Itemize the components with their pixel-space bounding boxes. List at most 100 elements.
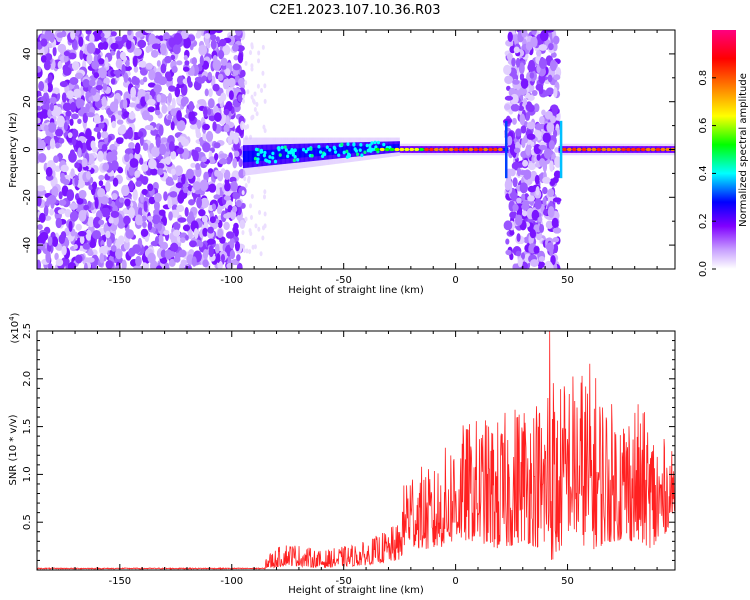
noise-speckle xyxy=(553,243,559,254)
noise-speckle xyxy=(541,109,546,116)
noise-speckle xyxy=(538,256,546,262)
noise-speckle xyxy=(228,90,234,101)
noise-speckle xyxy=(202,227,208,237)
band-peak xyxy=(626,147,631,152)
band-hotspot xyxy=(317,144,321,149)
band-hotspot xyxy=(280,145,284,150)
noise-speckle xyxy=(99,245,108,256)
noise-speckle xyxy=(156,222,162,232)
noise-speckle xyxy=(60,164,69,173)
noise-speckle xyxy=(137,39,147,49)
noise-speckle xyxy=(212,59,222,71)
noise-speckle xyxy=(214,152,219,161)
noise-speckle xyxy=(115,248,123,260)
noise-speckle xyxy=(158,209,166,216)
noise-speckle xyxy=(101,143,108,152)
noise-speckle xyxy=(225,68,231,77)
noise-speckle xyxy=(45,60,51,66)
band-peak xyxy=(453,147,459,152)
noise-speckle xyxy=(54,252,59,261)
noise-speckle xyxy=(55,142,60,149)
noise-speckle xyxy=(147,106,156,113)
noise-speckle xyxy=(552,197,562,203)
noise-speckle xyxy=(141,262,148,269)
noise-speckle xyxy=(547,206,555,218)
snr-multiplier-label: (x104) xyxy=(8,312,21,343)
noise-speckle xyxy=(74,162,80,169)
band-hotspot xyxy=(263,150,267,155)
noise-speckle xyxy=(40,34,46,40)
band-hotspot xyxy=(284,148,288,152)
noise-speckle xyxy=(549,160,554,172)
noise-speckle xyxy=(147,82,156,88)
noise-speckle xyxy=(503,103,511,110)
noise-speckle xyxy=(164,262,170,269)
noise-speckle xyxy=(153,192,162,203)
noise-speckle xyxy=(199,179,209,192)
noise-speckle xyxy=(261,70,265,76)
noise-speckle xyxy=(85,128,92,140)
noise-speckle xyxy=(552,237,560,243)
noise-speckle xyxy=(58,137,65,144)
noise-speckle xyxy=(238,158,243,168)
noise-speckle xyxy=(43,124,49,132)
noise-speckle xyxy=(92,181,98,190)
noise-speckle xyxy=(145,62,153,70)
noise-speckle xyxy=(177,217,187,223)
noise-speckle xyxy=(135,214,143,226)
noise-speckle xyxy=(87,216,95,228)
noise-speckle xyxy=(188,101,194,112)
noise-speckle xyxy=(61,92,67,103)
noise-speckle xyxy=(89,33,95,44)
noise-speckle xyxy=(512,79,520,85)
noise-speckle xyxy=(237,52,244,64)
band-hotspot xyxy=(346,142,350,146)
noise-speckle xyxy=(213,194,221,200)
noise-speckle xyxy=(529,72,535,79)
noise-speckle xyxy=(60,257,70,266)
noise-speckle xyxy=(147,252,156,264)
noise-speckle xyxy=(195,131,202,139)
noise-speckle xyxy=(231,43,239,52)
noise-speckle xyxy=(44,30,53,41)
noise-speckle xyxy=(85,257,95,263)
noise-speckle xyxy=(170,121,175,131)
band-hotspot xyxy=(259,148,264,153)
noise-speckle xyxy=(257,58,261,64)
colorbar-tick-label: 0.8 xyxy=(698,70,709,86)
noise-speckle xyxy=(66,90,75,100)
noise-speckle xyxy=(517,257,523,268)
noise-speckle xyxy=(229,249,236,260)
band-hotspot xyxy=(256,152,260,157)
band-peak xyxy=(571,147,577,152)
noise-speckle xyxy=(217,228,224,238)
noise-speckle xyxy=(99,252,105,264)
band-hotspot xyxy=(310,153,314,158)
band-peak xyxy=(443,147,449,152)
noise-speckle xyxy=(547,188,555,198)
noise-speckle xyxy=(47,122,57,133)
noise-speckle xyxy=(144,124,154,131)
noise-speckle xyxy=(48,194,57,205)
noise-speckle xyxy=(37,259,42,269)
noise-speckle xyxy=(539,223,545,233)
noise-speckle xyxy=(553,129,558,138)
noise-speckle xyxy=(160,249,167,258)
noise-speckle xyxy=(63,121,68,131)
noise-speckle xyxy=(172,44,181,55)
noise-speckle xyxy=(536,49,542,57)
noise-speckle xyxy=(156,94,162,103)
noise-speckle xyxy=(55,128,64,137)
noise-speckle xyxy=(65,110,72,117)
noise-speckle xyxy=(214,243,220,254)
noise-speckle xyxy=(134,142,141,155)
noise-speckle xyxy=(171,97,176,110)
noise-speckle xyxy=(218,158,228,165)
noise-speckle xyxy=(198,44,208,56)
band-peak xyxy=(468,147,474,152)
noise-speckle xyxy=(241,190,245,196)
noise-speckle xyxy=(100,32,105,38)
noise-speckle xyxy=(238,77,245,87)
noise-speckle xyxy=(241,98,245,104)
